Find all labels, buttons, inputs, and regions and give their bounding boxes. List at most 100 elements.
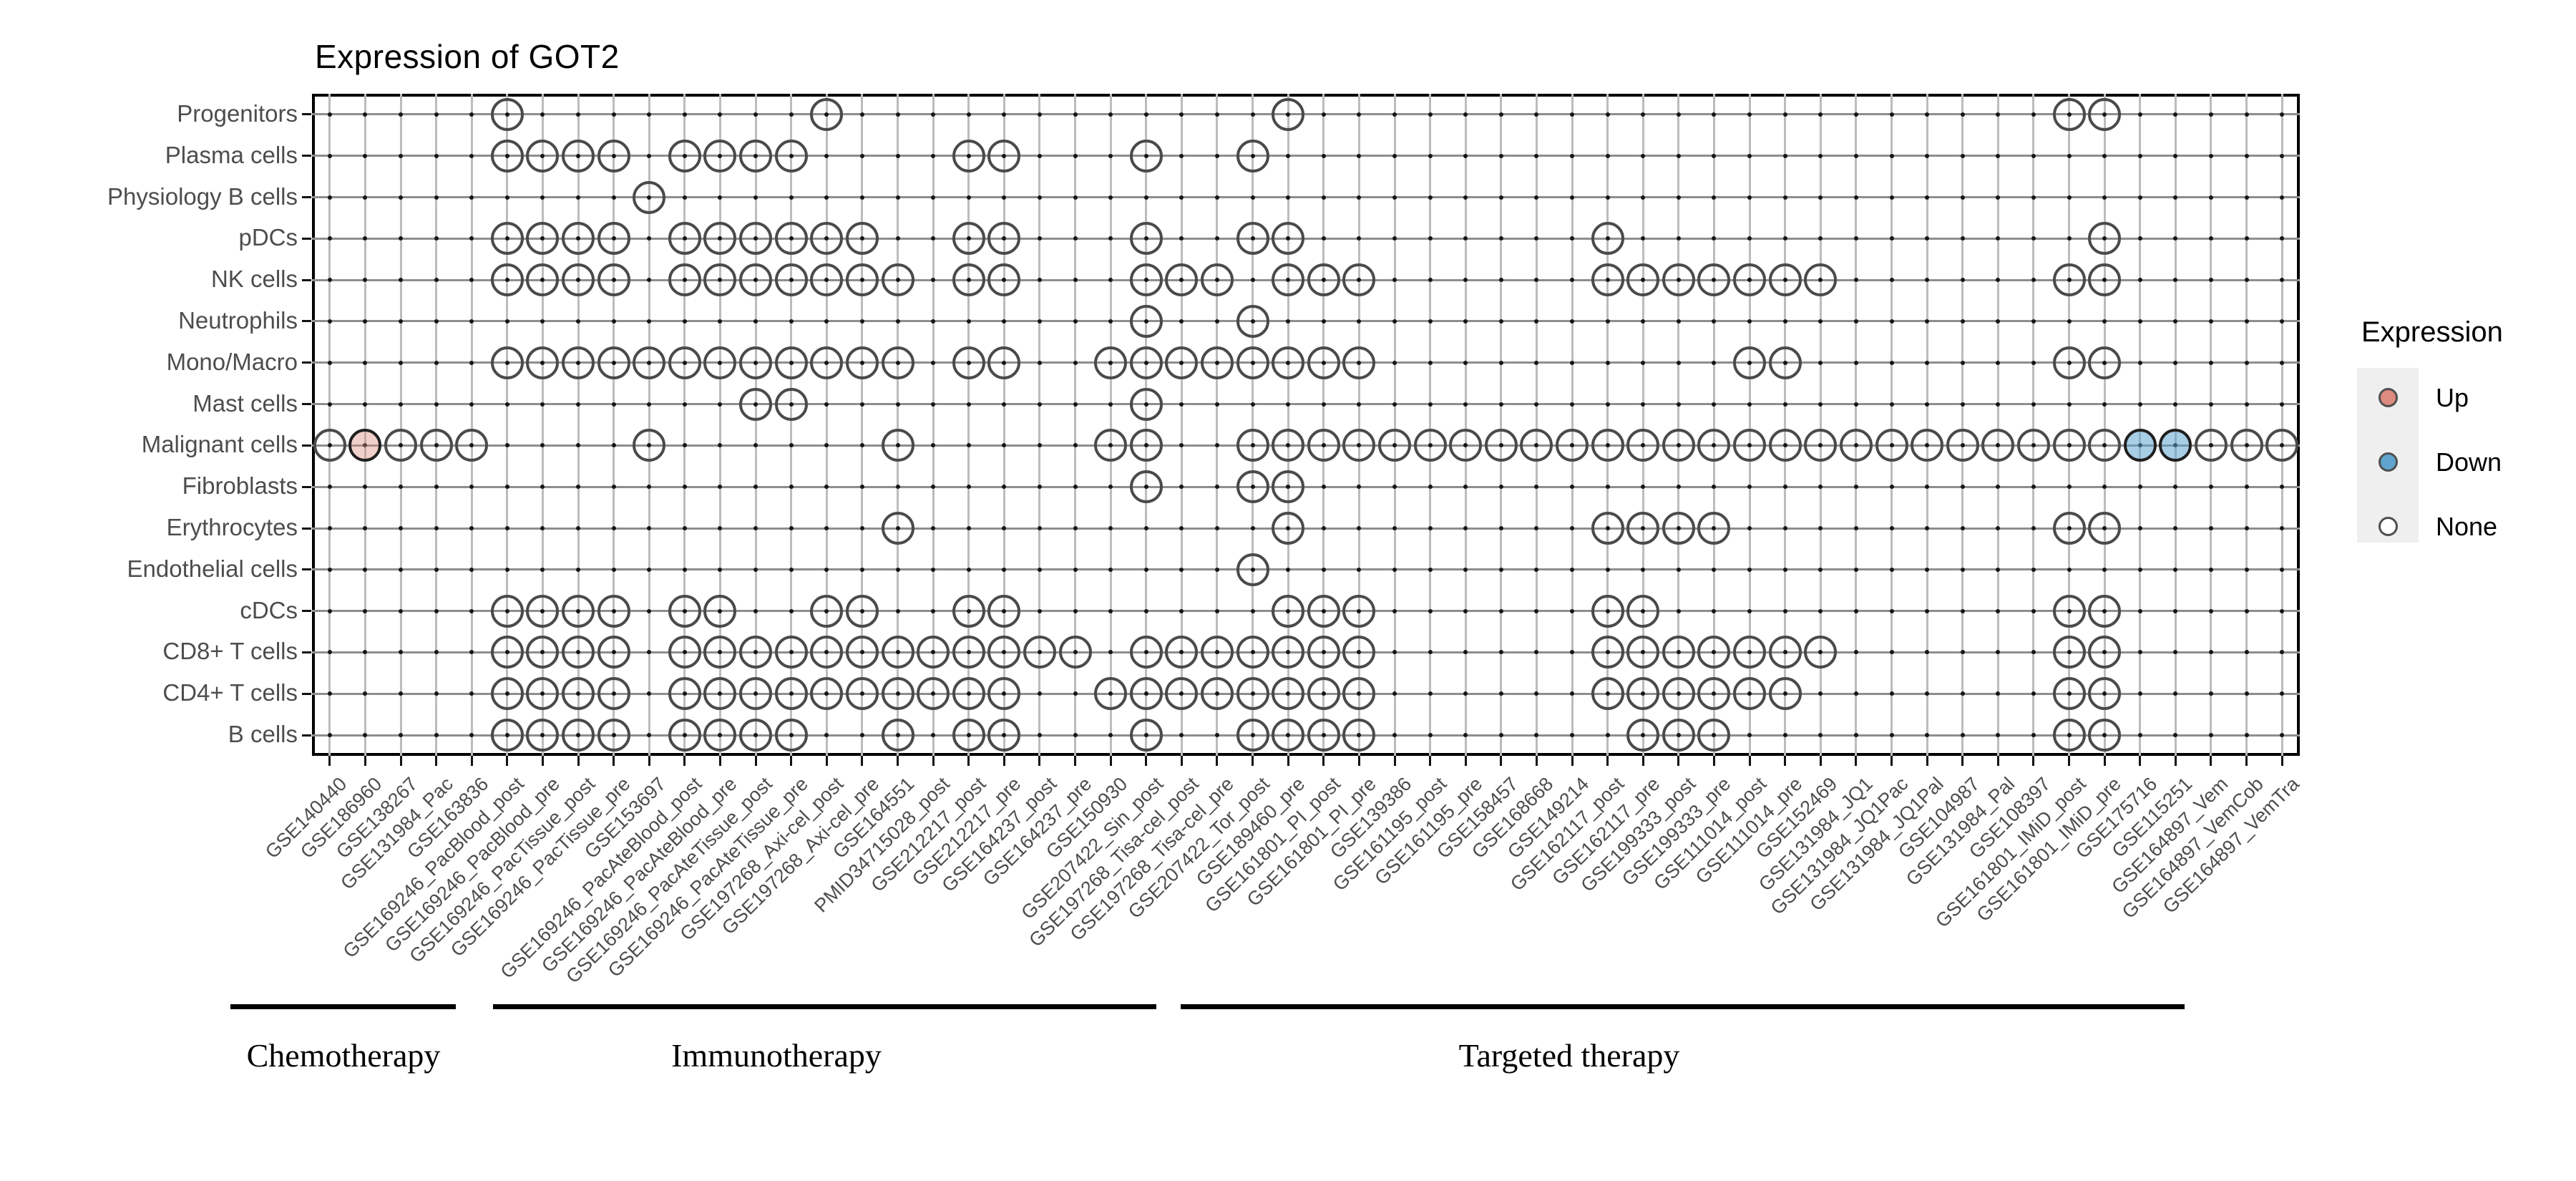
expression-circle-none — [1129, 470, 1163, 504]
grid-point — [647, 112, 652, 117]
grid-point — [1676, 112, 1681, 117]
vertical-gridline — [328, 94, 331, 756]
vertical-gridline — [825, 94, 828, 756]
expression-circle-none — [739, 346, 773, 379]
grid-point — [540, 112, 545, 117]
grid-point — [1498, 485, 1503, 490]
y-axis-tick — [302, 278, 311, 281]
expression-circle-none — [2052, 719, 2086, 752]
grid-point — [753, 485, 758, 490]
grid-point — [1321, 567, 1326, 572]
grid-point — [2280, 278, 2285, 283]
expression-circle-none — [1591, 429, 1624, 462]
vertical-gridline — [2280, 94, 2283, 756]
expression-circle-none — [739, 263, 773, 297]
grid-point — [1428, 733, 1433, 738]
y-axis-label: Plasma cells — [165, 141, 298, 168]
grid-point — [469, 526, 474, 531]
grid-point — [363, 236, 368, 241]
x-axis-tick — [1606, 756, 1609, 766]
x-axis-tick — [2139, 756, 2142, 766]
expression-circle-none — [668, 222, 701, 256]
expression-circle-none — [1236, 346, 1269, 379]
grid-point — [931, 360, 936, 365]
grid-point — [1392, 650, 1397, 655]
grid-point — [2102, 319, 2107, 324]
y-axis-label: Progenitors — [177, 99, 298, 127]
grid-point — [469, 650, 474, 655]
grid-point — [859, 195, 864, 200]
expression-circle-none — [1272, 346, 1305, 379]
grid-point — [1747, 153, 1752, 158]
vertical-gridline — [399, 94, 402, 756]
grid-point — [824, 153, 829, 158]
expression-circle-none — [1236, 304, 1269, 338]
expression-circle-none — [1342, 719, 1376, 752]
expression-circle-none — [2052, 346, 2086, 379]
grid-point — [1712, 608, 1717, 613]
grid-point — [1889, 650, 1894, 655]
expression-circle-none — [2016, 429, 2050, 462]
grid-point — [1534, 650, 1539, 655]
expression-circle-none — [1272, 263, 1305, 297]
grid-point — [611, 402, 616, 407]
vertical-gridline — [2032, 94, 2035, 756]
grid-point — [1534, 236, 1539, 241]
chart-title: Expression of GOT2 — [315, 38, 620, 75]
grid-point — [504, 526, 509, 531]
grid-point — [2208, 153, 2213, 158]
grid-point — [1853, 608, 1858, 613]
vertical-gridline — [683, 94, 686, 756]
vertical-gridline — [2103, 94, 2106, 756]
x-axis-tick — [577, 756, 580, 766]
grid-point — [1286, 567, 1291, 572]
horizontal-gridline — [312, 568, 2300, 571]
grid-point — [1463, 567, 1468, 572]
grid-point — [1818, 526, 1823, 531]
expression-circle-none — [1733, 636, 1767, 669]
expression-circle-none — [881, 636, 914, 669]
expression-circle-none — [2088, 677, 2122, 711]
grid-point — [1996, 733, 2001, 738]
grid-point — [1960, 691, 1965, 696]
grid-point — [327, 526, 332, 531]
grid-point — [1889, 153, 1894, 158]
grid-point — [1534, 278, 1539, 283]
expression-circle-none — [2052, 512, 2086, 545]
grid-point — [1534, 319, 1539, 324]
expression-circle-none — [2088, 719, 2122, 752]
expression-circle-none — [810, 263, 844, 297]
expression-circle-none — [739, 636, 773, 669]
vertical-gridline — [861, 94, 864, 756]
grid-point — [1676, 402, 1681, 407]
grid-point — [1818, 485, 1823, 490]
legend-label: Down — [2436, 447, 2502, 477]
grid-point — [2031, 278, 2036, 283]
grid-point — [434, 402, 439, 407]
x-axis-tick — [897, 756, 899, 766]
expression-circle-none — [881, 429, 914, 462]
grid-point — [1108, 608, 1113, 613]
grid-point — [1782, 236, 1787, 241]
grid-point — [2137, 278, 2142, 283]
grid-point — [931, 278, 936, 283]
x-axis-tick — [1216, 756, 1219, 766]
grid-point — [1996, 236, 2001, 241]
grid-point — [718, 485, 723, 490]
grid-point — [576, 443, 581, 448]
grid-point — [2031, 691, 2036, 696]
horizontal-gridline — [312, 403, 2300, 406]
expression-circle-down — [2123, 429, 2157, 462]
expression-circle-none — [668, 346, 701, 379]
grid-point — [1747, 608, 1752, 613]
grid-point — [504, 195, 509, 200]
expression-circle-none — [597, 222, 630, 256]
vertical-gridline — [1145, 94, 1148, 756]
grid-point — [2102, 195, 2107, 200]
expression-circle-none — [490, 139, 524, 172]
expression-circle-none — [1200, 263, 1234, 297]
grid-point — [647, 608, 652, 613]
expression-circle-none — [952, 263, 985, 297]
y-axis-label: Erythrocytes — [166, 514, 298, 541]
expression-circle-none — [1272, 636, 1305, 669]
